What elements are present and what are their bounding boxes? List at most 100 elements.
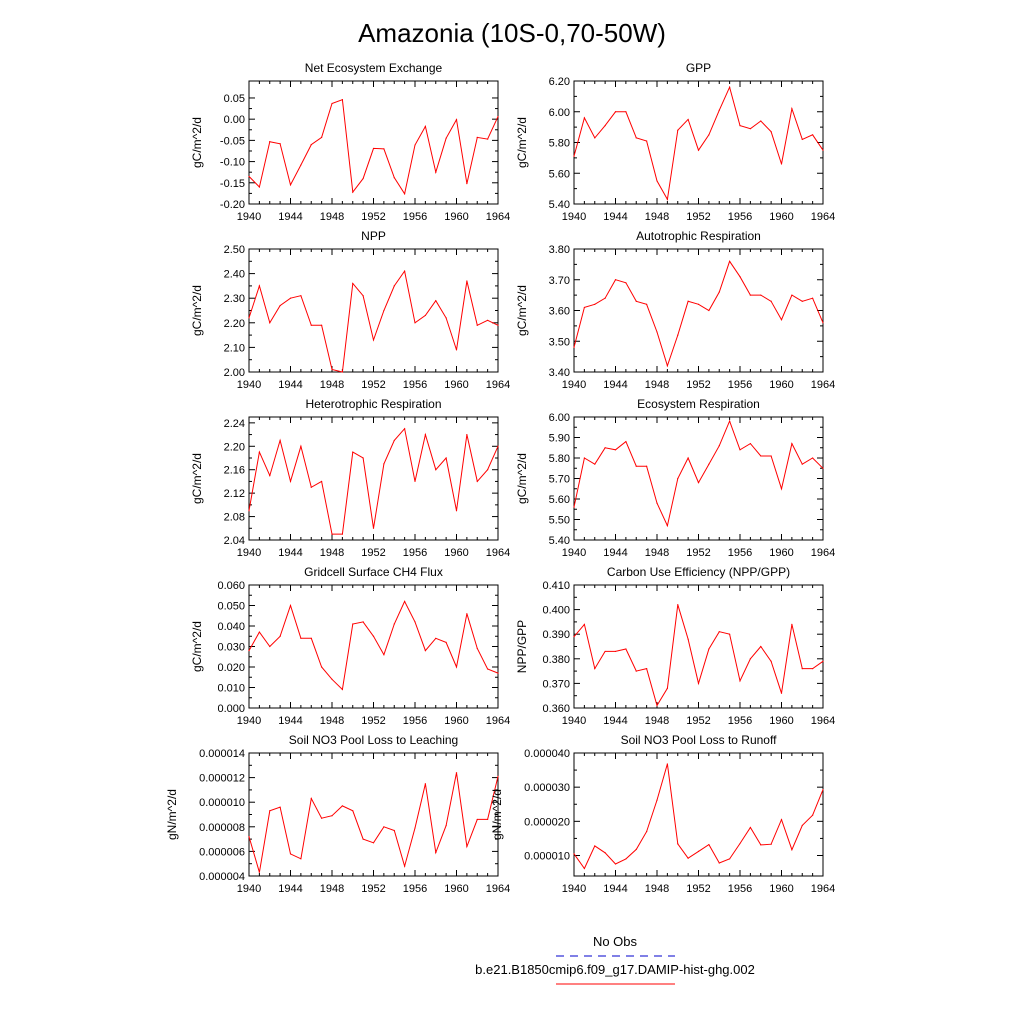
x-tick-label: 1960 bbox=[769, 211, 793, 223]
x-tick-label: 1960 bbox=[769, 379, 793, 391]
data-point bbox=[739, 276, 741, 278]
y-tick-label: 2.12 bbox=[224, 488, 245, 500]
data-point bbox=[708, 648, 710, 650]
data-point bbox=[594, 303, 596, 305]
x-tick-label: 1956 bbox=[403, 379, 427, 391]
y-tick-label: -0.10 bbox=[220, 157, 245, 169]
x-tick-label: 1956 bbox=[728, 715, 752, 727]
data-point bbox=[352, 451, 354, 453]
x-tick-label: 1960 bbox=[444, 715, 468, 727]
data-point bbox=[749, 128, 751, 130]
data-point bbox=[780, 692, 783, 694]
data-point bbox=[697, 482, 700, 484]
data-point bbox=[770, 660, 772, 662]
data-point bbox=[614, 650, 617, 653]
legend: No Obs b.e21.B1850cmip6.f09_g17.DAMIP-hi… bbox=[475, 934, 755, 985]
x-tick-label: 1952 bbox=[686, 379, 710, 391]
x-tick-label: 1940 bbox=[237, 883, 261, 895]
data-point bbox=[497, 116, 499, 118]
data-point bbox=[341, 371, 343, 373]
x-tick-label: 1952 bbox=[361, 883, 385, 895]
series-line bbox=[248, 427, 499, 535]
data-point bbox=[739, 449, 741, 451]
panel-8: 1940 1944 1948 1952 1956 1960 1964 0.360 0.370 0.… bbox=[515, 565, 835, 727]
data-point bbox=[666, 525, 668, 527]
plot-frame bbox=[248, 752, 499, 877]
x-tick-label: 1944 bbox=[603, 379, 627, 391]
x-tick-label: 1940 bbox=[562, 211, 586, 223]
x-tick-label: 1964 bbox=[486, 211, 510, 223]
data-point bbox=[697, 149, 700, 151]
data-point bbox=[708, 463, 710, 465]
data-point bbox=[300, 295, 302, 297]
x-tick-label: 1944 bbox=[278, 211, 302, 223]
series-line bbox=[248, 600, 499, 691]
data-point bbox=[372, 635, 375, 637]
data-point bbox=[341, 805, 343, 807]
data-point bbox=[466, 183, 468, 185]
data-point bbox=[393, 623, 395, 625]
data-point bbox=[791, 294, 793, 296]
y-tick-label: 0.000014 bbox=[199, 748, 245, 760]
data-point bbox=[310, 637, 312, 639]
y-tick-label: 5.40 bbox=[549, 535, 570, 547]
data-point bbox=[625, 441, 627, 443]
data-point bbox=[822, 149, 824, 151]
data-point bbox=[258, 631, 260, 633]
data-point bbox=[279, 439, 281, 442]
data-point bbox=[760, 844, 762, 846]
y-tick-label: 0.360 bbox=[542, 703, 570, 715]
data-point bbox=[435, 300, 437, 302]
data-point bbox=[404, 193, 406, 195]
data-point bbox=[321, 666, 323, 668]
x-tick-label: 1940 bbox=[237, 547, 261, 559]
x-tick-label: 1948 bbox=[645, 883, 669, 895]
y-tick-label: 5.90 bbox=[549, 433, 570, 445]
data-point bbox=[321, 136, 323, 139]
series-line bbox=[573, 85, 824, 201]
y-tick-label: 0.400 bbox=[542, 605, 570, 617]
legend-model-label: b.e21.B1850cmip6.f09_g17.DAMIP-hist-ghg.… bbox=[475, 962, 755, 977]
data-point bbox=[666, 763, 668, 765]
data-point bbox=[739, 842, 741, 845]
y-tick-label: 5.60 bbox=[549, 494, 570, 506]
data-point bbox=[331, 368, 333, 371]
data-point bbox=[248, 317, 250, 319]
x-tick-label: 1952 bbox=[361, 715, 385, 727]
data-point bbox=[708, 134, 710, 136]
data-point bbox=[770, 300, 772, 302]
y-tick-label: 2.30 bbox=[224, 293, 245, 305]
y-tick-label: 0.000008 bbox=[199, 822, 245, 834]
data-point bbox=[625, 858, 627, 860]
data-point bbox=[791, 108, 793, 110]
plot-frame bbox=[573, 752, 824, 877]
x-tick-label: 1964 bbox=[811, 379, 835, 391]
data-point bbox=[414, 827, 416, 829]
data-point bbox=[248, 510, 250, 512]
data-point bbox=[362, 838, 364, 840]
data-point bbox=[435, 637, 437, 639]
data-point bbox=[455, 772, 458, 774]
y-tick-label: 0.000010 bbox=[199, 797, 245, 809]
data-point bbox=[445, 137, 447, 139]
data-point bbox=[697, 682, 700, 685]
data-point bbox=[666, 365, 668, 367]
data-point bbox=[573, 853, 575, 855]
x-tick-label: 1952 bbox=[361, 379, 385, 391]
y-tick-label: 6.00 bbox=[549, 107, 570, 119]
x-tick-label: 1956 bbox=[728, 211, 752, 223]
data-point bbox=[604, 297, 606, 299]
data-point bbox=[635, 300, 637, 302]
panel-title: Carbon Use Efficiency (NPP/GPP) bbox=[607, 565, 790, 579]
data-point bbox=[573, 506, 575, 508]
x-tick-label: 1952 bbox=[686, 547, 710, 559]
y-tick-label: 3.50 bbox=[549, 336, 570, 348]
x-tick-label: 1964 bbox=[486, 379, 510, 391]
data-point bbox=[822, 467, 824, 469]
data-point bbox=[310, 486, 312, 488]
data-point bbox=[310, 797, 312, 800]
data-point bbox=[435, 852, 437, 854]
panel-title: NPP bbox=[361, 229, 386, 243]
data-point bbox=[248, 836, 250, 838]
data-point bbox=[331, 678, 333, 680]
